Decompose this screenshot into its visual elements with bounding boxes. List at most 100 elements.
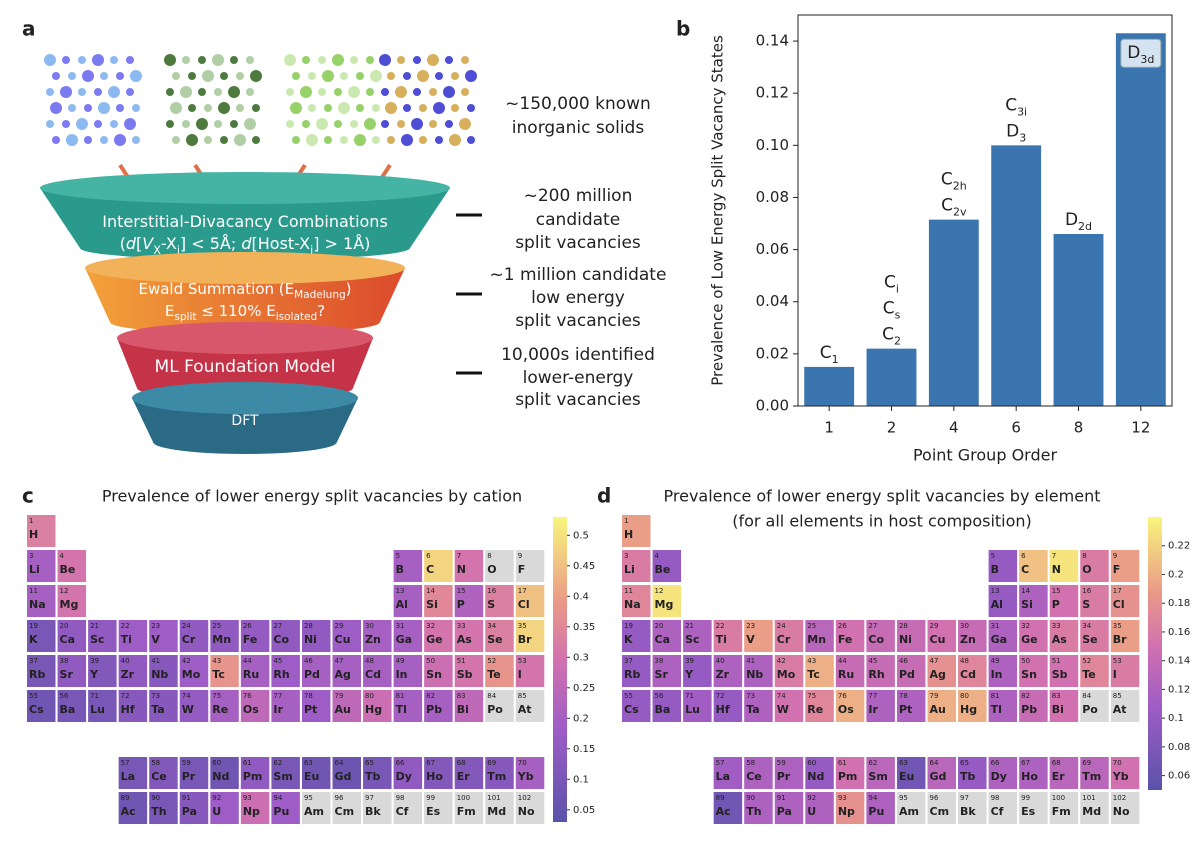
crystal-atom [302, 56, 310, 64]
crystal-atom [130, 70, 142, 82]
element-symbol: Po [1082, 703, 1098, 716]
element-symbol: Ho [426, 770, 443, 783]
element-number: 63 [304, 759, 313, 767]
element-number: 70 [1113, 759, 1122, 767]
crystal-atom [76, 118, 88, 130]
crystal-atom [286, 120, 294, 128]
bar-annotation: C3i [1005, 95, 1027, 118]
crystal-atom [308, 104, 316, 112]
colorbar-tick-label: 0.18 [1168, 598, 1190, 609]
element-number: 90 [746, 794, 755, 802]
element-symbol: Co [273, 633, 289, 646]
table-title: Prevalence of lower energy split vacanci… [102, 487, 522, 506]
element-symbol: Er [1052, 770, 1066, 783]
element-symbol: Ac [716, 805, 731, 818]
annotation-base: C [883, 299, 895, 319]
element-number: 80 [365, 692, 374, 700]
element-cell [424, 620, 453, 652]
element-symbol: Cd [365, 668, 381, 681]
element-number: 89 [121, 794, 130, 802]
element-number: 34 [487, 622, 496, 630]
element-number: 38 [60, 657, 69, 665]
element-cell [774, 792, 804, 824]
element-cell [988, 690, 1018, 722]
element-symbol: P [1052, 598, 1060, 611]
crystal-atom [318, 88, 326, 96]
annotation-base: C [882, 325, 894, 345]
element-cell [1110, 757, 1140, 789]
crystal-atom [467, 136, 475, 144]
element-number: 6 [1021, 552, 1026, 560]
element-cell [866, 690, 895, 722]
element-cell [1019, 620, 1048, 652]
element-number: 48 [960, 657, 969, 665]
element-symbol: Sb [1052, 668, 1068, 681]
element-cell [683, 620, 712, 652]
element-number: 32 [426, 622, 435, 630]
element-number: 4 [655, 552, 660, 560]
element-cell [1049, 585, 1079, 617]
crystal-atom [286, 88, 294, 96]
element-symbol: Fe [838, 633, 853, 646]
crystal-atom [252, 104, 260, 112]
element-number: 102 [1113, 794, 1126, 802]
element-cell [835, 690, 865, 722]
element-cell [713, 620, 743, 652]
crystal-atom [387, 136, 395, 144]
element-symbol: Yb [517, 770, 534, 783]
element-number: 46 [899, 657, 908, 665]
element-symbol: Cl [1113, 598, 1125, 611]
element-symbol: F [518, 563, 526, 576]
text-run: ] < 5Å; [180, 234, 241, 253]
element-cell [88, 620, 117, 652]
funnel-stage [40, 188, 450, 260]
element-cell [332, 792, 361, 824]
element-cell [363, 757, 392, 789]
element-symbol: Ce [746, 770, 762, 783]
crystal-atom [52, 136, 60, 144]
funnel-note: inorganic solids [512, 118, 645, 138]
crystal-atom [62, 56, 70, 64]
element-number: 26 [838, 622, 847, 630]
annotation-sub: 3d [1140, 53, 1154, 66]
element-number: 8 [1082, 552, 1086, 560]
element-cell [393, 585, 423, 617]
element-number: 19 [624, 622, 633, 630]
element-cell [485, 585, 514, 617]
crystal-atom [44, 54, 56, 66]
crystal-atom [419, 104, 427, 112]
element-cell [1080, 690, 1109, 722]
element-number: 43 [212, 657, 221, 665]
element-number: 79 [335, 692, 344, 700]
element-number: 27 [868, 622, 877, 630]
element-symbol: Gd [335, 770, 352, 783]
element-symbol: As [457, 633, 473, 646]
colorbar-tick-label: 0.06 [1168, 771, 1190, 782]
element-symbol: Zr [716, 668, 730, 681]
element-cell [301, 620, 331, 652]
element-symbol: Tc [212, 668, 225, 681]
element-number: 49 [991, 657, 1000, 665]
element-number: 30 [365, 622, 374, 630]
crystal-atom [459, 118, 471, 130]
crystal-atom [188, 72, 196, 80]
element-number: 26 [243, 622, 252, 630]
element-number: 95 [899, 794, 908, 802]
element-number: 20 [655, 622, 664, 630]
element-cell [1049, 757, 1079, 789]
element-cell [622, 550, 651, 582]
element-symbol: P [457, 598, 465, 611]
funnel-stage [85, 268, 405, 334]
x-tick-label: 6 [1011, 419, 1021, 437]
element-symbol: Cm [335, 805, 355, 818]
element-cell [744, 690, 773, 722]
crystal-atom [427, 54, 439, 66]
element-cell [1110, 690, 1140, 722]
element-number: 99 [1021, 794, 1030, 802]
element-symbol: Na [624, 598, 641, 611]
element-number: 16 [1082, 587, 1091, 595]
element-symbol: Gd [930, 770, 947, 783]
element-symbol: Am [899, 805, 919, 818]
colorbar-tick-label: 0.12 [1168, 684, 1190, 695]
element-symbol: Na [29, 598, 46, 611]
